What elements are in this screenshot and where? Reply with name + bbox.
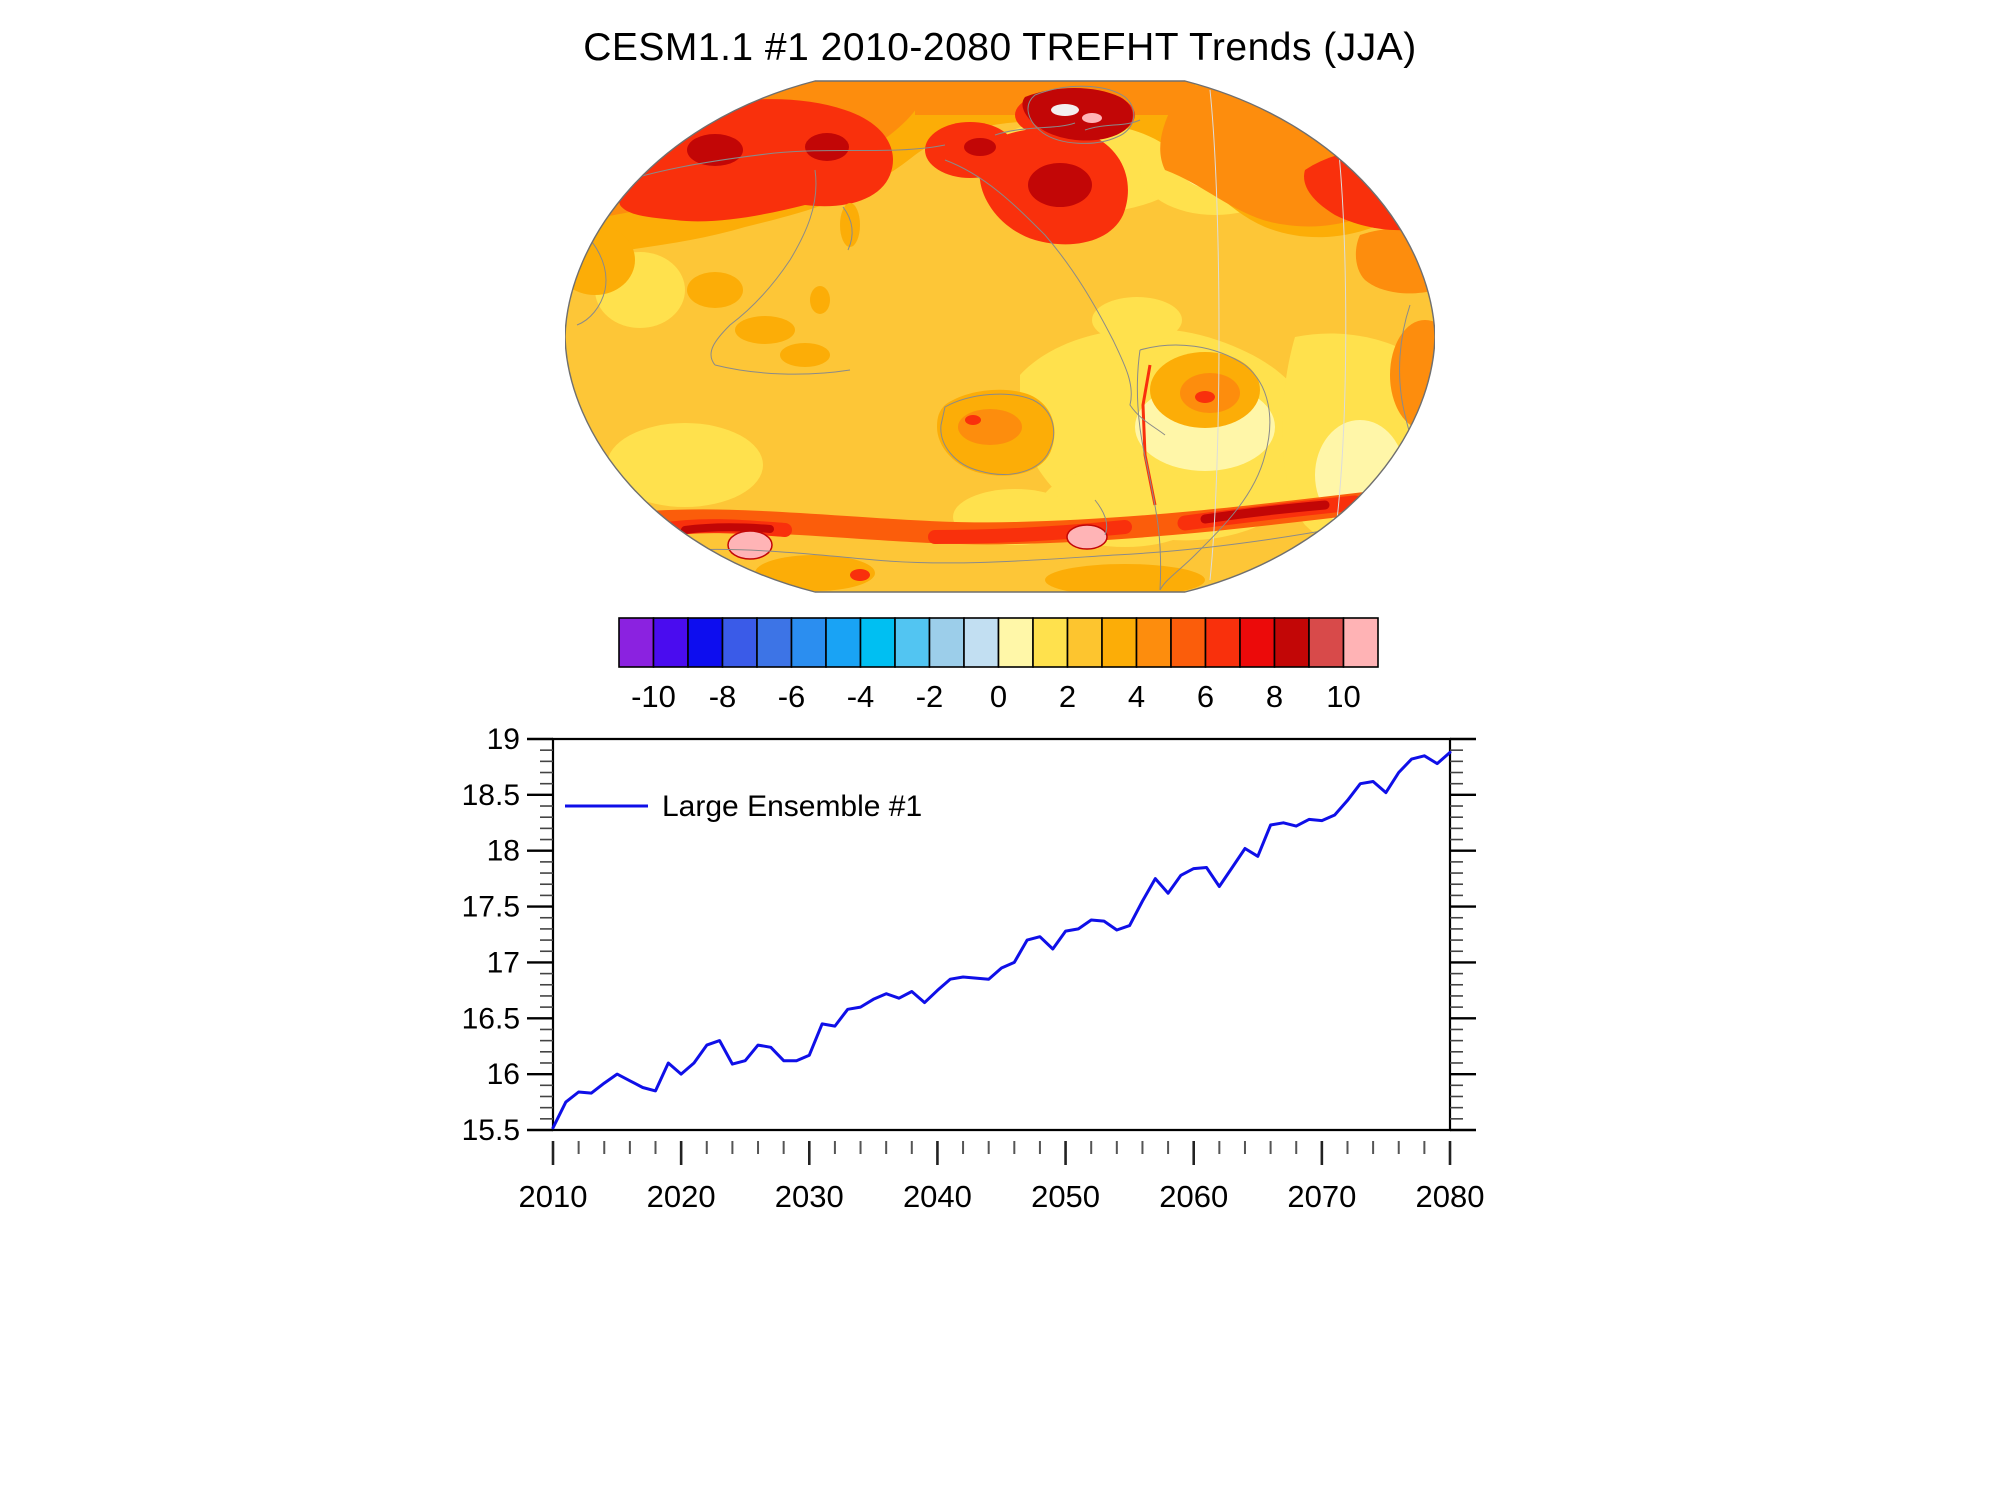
colorbar-cell (1135, 617, 1172, 668)
x-tick-label: 2010 (519, 1179, 588, 1214)
legend: Large Ensemble #1 (565, 790, 922, 823)
colorbar-cell (756, 617, 793, 668)
colorbar-cells (618, 617, 1379, 668)
colorbar-cell (687, 617, 724, 668)
colorbar-cell (997, 617, 1034, 668)
map-greenland-white-fleck (1051, 104, 1079, 116)
y-tick-label: 16.5 (462, 1002, 520, 1035)
colorbar-tick-label: 8 (1266, 679, 1283, 714)
colorbar-cell (894, 617, 931, 668)
map-antarctic-interior (755, 555, 1205, 592)
colorbar-cell (825, 617, 862, 668)
colorbar-tick-label: 0 (990, 679, 1007, 714)
legend-label: Large Ensemble #1 (662, 790, 922, 823)
y-tick-label: 18.5 (462, 779, 520, 812)
colorbar-tick-label: -6 (778, 679, 806, 714)
y-tick-label: 17.5 (462, 891, 520, 924)
axis-ticks (527, 737, 1476, 1165)
colorbar-tick-label: 2 (1059, 679, 1076, 714)
colorbar-cell (1066, 617, 1103, 668)
colorbar-tick-label: 4 (1128, 679, 1145, 714)
y-tick-label: 16 (487, 1058, 520, 1091)
colorbar: -10 -8 -6 -4 -2 0 2 4 6 8 10 (618, 617, 1379, 714)
colorbar-tick-label: -8 (709, 679, 737, 714)
colorbar-tick-label: -10 (631, 679, 676, 714)
x-tick-label: 2020 (647, 1179, 716, 1214)
colorbar-tick-label: -2 (916, 679, 944, 714)
colorbar-cell (1342, 617, 1379, 668)
colorbar-cell (721, 617, 758, 668)
colorbar-cell (1308, 617, 1345, 668)
x-axis-labels: 2010 2020 2030 2040 2050 2060 2070 2080 (519, 1179, 1485, 1214)
map-coastlines (574, 85, 1434, 591)
colorbar-cell (652, 617, 689, 668)
y-tick-label: 18 (487, 835, 520, 868)
x-tick-label: 2030 (775, 1179, 844, 1214)
colorbar-tick-label: -4 (847, 679, 875, 714)
world-trend-map (565, 80, 1435, 593)
colorbar-cell (1273, 617, 1310, 668)
y-axis-labels: 15.5 16 16.5 17 17.5 18 18.5 19 (462, 723, 520, 1147)
x-tick-label: 2070 (1287, 1179, 1356, 1214)
x-tick-label: 2060 (1159, 1179, 1228, 1214)
colorbar-cell (618, 617, 655, 668)
colorbar-cell (1204, 617, 1241, 668)
colorbar-tick-label: 6 (1197, 679, 1214, 714)
colorbar-cell (963, 617, 1000, 668)
colorbar-cell (928, 617, 965, 668)
colorbar-cell (1170, 617, 1207, 668)
map-graticule (1209, 89, 1347, 581)
colorbar-cell (790, 617, 827, 668)
x-tick-label: 2050 (1031, 1179, 1100, 1214)
map-greenland-pink-fleck (1082, 113, 1102, 123)
x-tick-label: 2080 (1416, 1179, 1485, 1214)
colorbar-cell (1101, 617, 1138, 668)
colorbar-cell (859, 617, 896, 668)
map-antarctic-band (604, 489, 1401, 545)
x-tick-label: 2040 (903, 1179, 972, 1214)
figure-title: CESM1.1 #1 2010-2080 TREFHT Trends (JJA) (583, 26, 1417, 69)
y-tick-label: 15.5 (462, 1114, 520, 1147)
y-tick-label: 19 (487, 723, 520, 756)
timeseries-line (551, 750, 1452, 1130)
map-outline (565, 80, 1435, 593)
colorbar-tick-label: 10 (1326, 679, 1360, 714)
colorbar-cell (1032, 617, 1069, 668)
colorbar-cell (1239, 617, 1276, 668)
colorbar-tick-labels: -10 -8 -6 -4 -2 0 2 4 6 8 10 (631, 679, 1361, 714)
timeseries-chart: 15.5 16 16.5 17 17.5 18 18.5 19 2010 2020 2030 2040… (462, 723, 1485, 1214)
y-tick-label: 17 (487, 946, 520, 979)
